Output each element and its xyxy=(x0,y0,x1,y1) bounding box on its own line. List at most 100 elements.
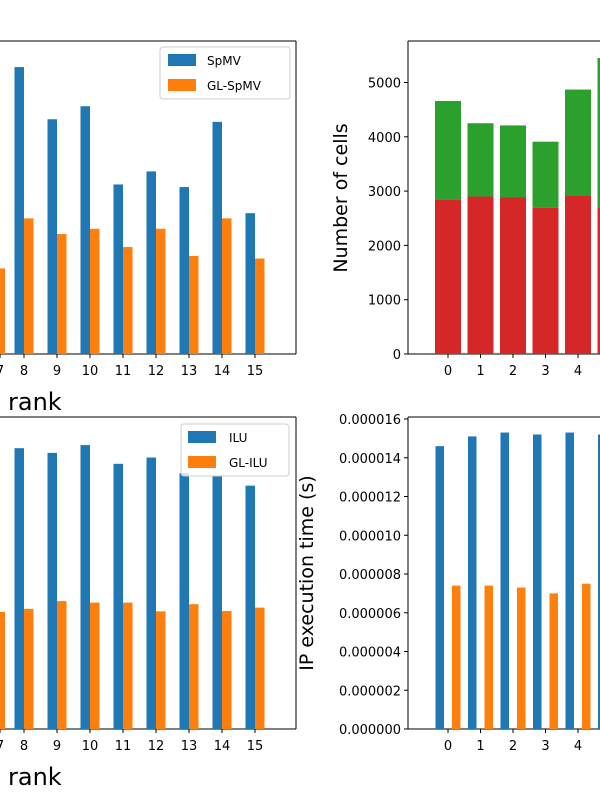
bar-segment-red-0 xyxy=(435,199,461,354)
bar-partial-green xyxy=(597,58,600,208)
x-tick-label: 9 xyxy=(53,739,61,754)
x-tick-label: 10 xyxy=(82,364,99,379)
legend-swatch-ilu xyxy=(188,431,216,443)
y-tick-label: 1000 xyxy=(368,294,401,309)
bar-ilu-rank-14 xyxy=(212,476,222,729)
x-tick-label: 15 xyxy=(247,364,264,379)
bar-gl-ilu-rank-10 xyxy=(90,602,100,729)
x-tick-label: 0 xyxy=(444,364,452,379)
bar-partial-gl-ilu xyxy=(0,612,5,729)
chart-panel-top-left xyxy=(0,40,297,358)
x-tick-label: 14 xyxy=(214,739,231,754)
bar-orange-rank-4 xyxy=(582,583,591,729)
bar-spmv-rank-11 xyxy=(113,184,123,354)
x-axis-label: rank xyxy=(8,763,62,791)
x-tick-label: 4 xyxy=(574,364,582,379)
bar-segment-red-3 xyxy=(532,207,559,354)
bar-segment-green-3 xyxy=(532,141,559,208)
x-tick-label: 12 xyxy=(148,364,165,379)
bar-gl-ilu-rank-8 xyxy=(24,608,34,729)
bar-orange-rank-2 xyxy=(517,587,526,729)
x-tick-label: 15 xyxy=(247,739,264,754)
legend-label-gl-spmv: GL-SpMV xyxy=(207,79,262,93)
x-tick-label: 8 xyxy=(20,364,28,379)
bar-ilu-rank-11 xyxy=(113,463,123,729)
y-tick-label: 0.000004 xyxy=(339,646,401,661)
bar-blue-rank-3 xyxy=(533,434,542,729)
bar-spmv-rank-12 xyxy=(146,171,156,354)
bar-ilu-rank-10 xyxy=(80,445,90,729)
y-tick-label: 0.000012 xyxy=(339,491,401,506)
x-tick-label: 13 xyxy=(181,364,198,379)
bar-blue-rank-0 xyxy=(435,446,444,729)
chart-panel-bottom-left xyxy=(0,416,297,733)
bar-segment-green-4 xyxy=(565,89,591,196)
bar-spmv-rank-8 xyxy=(14,67,24,354)
bar-blue-rank-4 xyxy=(565,432,574,729)
legend-label-ilu: ILU xyxy=(229,431,247,445)
y-tick-label: 5000 xyxy=(368,77,401,92)
x-tick-label: 14 xyxy=(214,364,231,379)
y-tick-label: 2000 xyxy=(368,239,401,254)
x-tick-label: 2 xyxy=(509,739,517,754)
bar-gl-spmv-rank-13 xyxy=(189,255,199,354)
chart-panel-top-right xyxy=(404,40,600,358)
bar-spmv-rank-14 xyxy=(212,121,222,354)
bar-gl-spmv-rank-10 xyxy=(90,228,100,354)
bar-ilu-rank-13 xyxy=(179,473,189,729)
bar-gl-ilu-rank-13 xyxy=(189,604,199,729)
bar-partial-gl-spmv xyxy=(0,268,5,354)
y-tick-label: 0.000002 xyxy=(339,684,401,699)
bar-segment-green-1 xyxy=(467,123,494,197)
legend-label-gl-ilu: GL-ILU xyxy=(229,456,268,470)
bar-orange-rank-1 xyxy=(484,585,493,729)
legend-swatch-gl-spmv xyxy=(168,79,196,91)
y-tick-label: 0.000000 xyxy=(339,723,401,738)
legend-label-spmv: SpMV xyxy=(207,54,242,68)
bar-gl-spmv-rank-11 xyxy=(123,247,133,354)
bar-gl-spmv-rank-12 xyxy=(156,228,166,354)
y-tick-label: 4000 xyxy=(368,131,401,146)
x-tick-label: 12 xyxy=(148,739,165,754)
y-tick-label: 3000 xyxy=(368,185,401,200)
bar-gl-ilu-rank-15 xyxy=(255,607,265,729)
bar-blue-rank-1 xyxy=(468,436,477,729)
x-tick-label: 3 xyxy=(541,364,549,379)
x-tick-label: 13 xyxy=(181,739,198,754)
bar-gl-ilu-rank-11 xyxy=(123,602,133,729)
bar-ilu-rank-8 xyxy=(14,448,24,729)
bar-segment-red-4 xyxy=(565,195,591,354)
bar-segment-red-1 xyxy=(467,196,494,354)
bar-spmv-rank-10 xyxy=(80,106,90,354)
y-tick-label: 0.000016 xyxy=(339,413,401,428)
bar-segment-red-2 xyxy=(500,197,526,354)
x-tick-label: 1 xyxy=(476,364,484,379)
bar-segment-green-2 xyxy=(500,125,526,198)
x-tick-label: 4 xyxy=(574,739,582,754)
y-tick-label: 0.000014 xyxy=(339,452,401,467)
bar-gl-spmv-rank-15 xyxy=(255,258,265,354)
bar-partial-blue xyxy=(598,434,600,729)
bar-gl-ilu-rank-9 xyxy=(57,601,67,729)
bar-blue-rank-2 xyxy=(500,432,509,729)
x-tick-label-cropped: 7 xyxy=(0,739,4,754)
bar-partial-red xyxy=(597,207,600,354)
chart-panel-bottom-right xyxy=(404,416,600,733)
x-tick-label-cropped: 7 xyxy=(0,364,4,379)
y-axis-label: Number of cells xyxy=(330,123,352,272)
bar-segment-green-0 xyxy=(435,100,461,200)
x-tick-label: 9 xyxy=(53,364,61,379)
bar-ilu-rank-12 xyxy=(146,457,156,729)
bar-spmv-rank-13 xyxy=(179,187,189,354)
x-tick-label: 3 xyxy=(541,739,549,754)
legend-swatch-gl-ilu xyxy=(188,456,216,468)
x-axis-label: rank xyxy=(8,388,62,416)
bar-orange-rank-0 xyxy=(452,585,461,729)
x-tick-label: 1 xyxy=(476,739,484,754)
bar-spmv-rank-9 xyxy=(47,119,57,354)
bar-gl-spmv-rank-9 xyxy=(57,234,67,354)
y-tick-label: 0.000006 xyxy=(339,607,401,622)
y-tick-label: 0 xyxy=(393,348,401,363)
y-axis-label: IP execution time (s) xyxy=(296,475,318,670)
